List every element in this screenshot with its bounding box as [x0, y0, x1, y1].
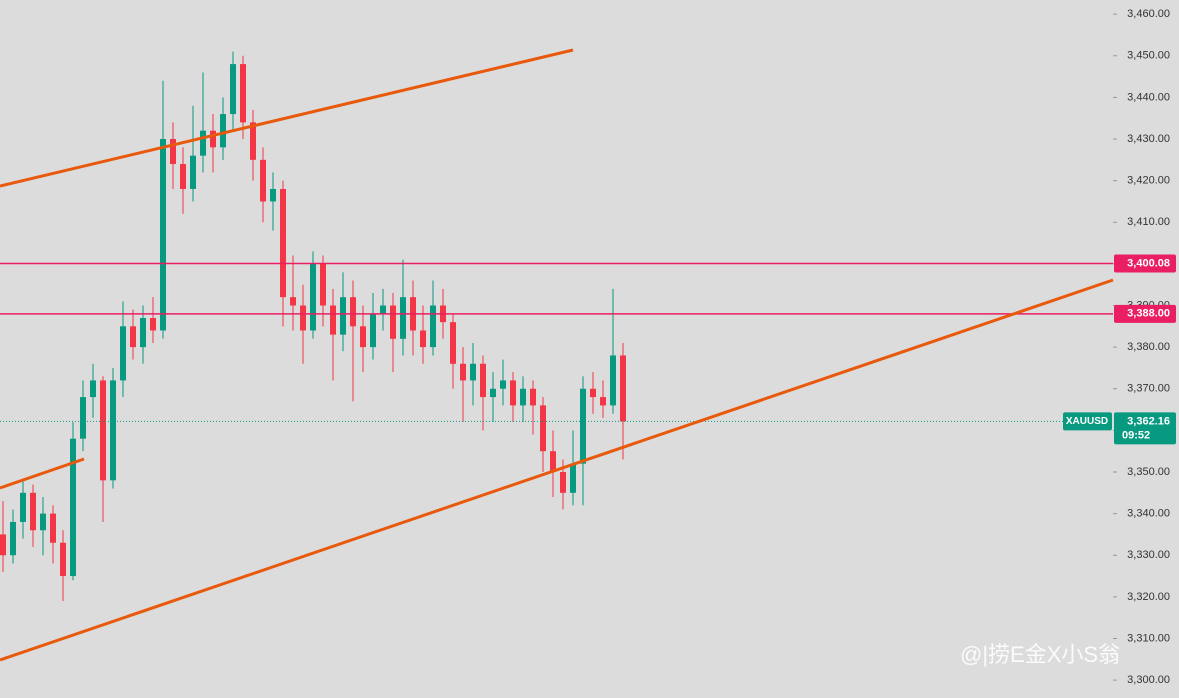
candle-body	[80, 397, 86, 439]
candle-body	[250, 122, 256, 160]
y-tick-label: 3,320.00	[1127, 591, 1170, 603]
symbol-box	[1063, 412, 1112, 431]
candle-body	[360, 326, 366, 348]
candle-body	[600, 397, 606, 406]
y-tick-label: 3,310.00	[1127, 632, 1170, 644]
candle-body	[380, 305, 386, 314]
candle-body	[520, 388, 526, 406]
y-tick-label: 3,330.00	[1127, 549, 1170, 561]
candle-body	[300, 305, 306, 331]
y-tick-label: 3,420.00	[1127, 175, 1170, 187]
y-tick-label: 3,460.00	[1127, 8, 1170, 20]
last-price-box	[1114, 412, 1176, 445]
candle-body	[160, 139, 166, 331]
candle-body	[550, 451, 556, 472]
candle-body	[130, 326, 136, 348]
candle-body	[400, 297, 406, 339]
candle-body	[370, 313, 376, 348]
candle-body	[430, 305, 436, 348]
y-tick-label: 3,370.00	[1127, 383, 1170, 395]
countdown-label: 09:52	[1122, 429, 1150, 441]
candle-body	[500, 380, 506, 389]
candle-body	[290, 297, 296, 306]
candle-body	[190, 155, 196, 189]
y-tick-label: 3,410.00	[1127, 216, 1170, 228]
candle-body	[170, 139, 176, 164]
candle-body	[40, 513, 46, 531]
y-tick-label: 3,450.00	[1127, 50, 1170, 62]
candle-body	[230, 64, 236, 115]
candle-body	[530, 388, 536, 406]
candle-body	[50, 513, 56, 543]
price-label: 3,400.08	[1127, 257, 1170, 269]
candle-body	[90, 380, 96, 398]
watermark: @|捞E金X小S翁	[960, 642, 1120, 667]
price-label: 3,388.00	[1127, 308, 1170, 320]
candle-body	[70, 438, 76, 577]
candle-body	[330, 305, 336, 335]
candle-body	[570, 463, 576, 493]
candle-body	[100, 380, 106, 481]
price-label-box	[1114, 254, 1176, 273]
candle-body	[620, 355, 626, 422]
last-price-label: 3,362.16	[1127, 415, 1170, 427]
candle-body	[420, 330, 426, 348]
price-axis: 3,300.00 3,310.00 3,320.00 3,330.00 3,340.00…	[1063, 8, 1176, 686]
candle-body	[390, 305, 396, 339]
candle-body	[590, 388, 596, 398]
candle-body	[560, 471, 566, 493]
candle-body	[150, 317, 156, 331]
symbol-label: XAUUSD	[1066, 416, 1108, 427]
plot	[0, 51, 1113, 602]
candle-body	[30, 492, 36, 531]
y-tick-label: 3,380.00	[1127, 341, 1170, 353]
candle-body	[110, 380, 116, 481]
candle-body	[610, 355, 616, 406]
trend-line	[0, 278, 1114, 662]
y-tick-label: 3,430.00	[1127, 133, 1170, 145]
candle-body	[220, 114, 226, 148]
candle-body	[200, 130, 206, 156]
candle-body	[480, 363, 486, 398]
price-label-box	[1114, 304, 1176, 323]
candle-body	[240, 64, 246, 123]
trend-line	[0, 48, 574, 188]
candle-body	[470, 363, 476, 381]
candle-body	[340, 297, 346, 335]
y-tick-label: 3,440.00	[1127, 91, 1170, 103]
trend-line	[0, 457, 85, 490]
candle-body	[0, 534, 6, 556]
candle-body	[350, 297, 356, 327]
candle-body	[20, 492, 26, 522]
y-tick-label: 3,340.00	[1127, 508, 1170, 520]
candle-body	[60, 542, 66, 577]
candle-body	[140, 317, 146, 348]
candle-body	[490, 388, 496, 398]
candle-body	[280, 188, 286, 298]
candle-body	[510, 380, 516, 406]
candle-body	[210, 130, 216, 148]
candle-body	[540, 405, 546, 452]
candle-body	[320, 263, 326, 306]
candle-body	[450, 322, 456, 364]
y-tick-label: 3,350.00	[1127, 466, 1170, 478]
candle-body	[580, 388, 586, 464]
candle-body	[120, 326, 126, 381]
y-tick-label: 3,300.00	[1127, 674, 1170, 686]
candle-body	[310, 263, 316, 331]
candle-body	[10, 521, 16, 556]
candle-body	[270, 188, 276, 202]
candle-body	[180, 163, 186, 189]
candle-body	[460, 363, 466, 381]
candle-body	[260, 159, 266, 202]
